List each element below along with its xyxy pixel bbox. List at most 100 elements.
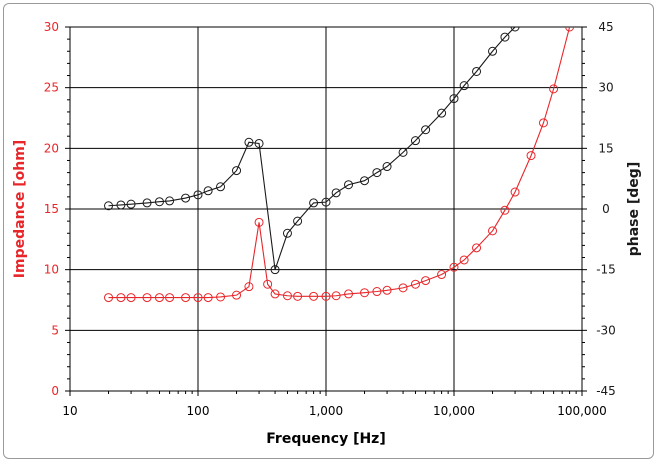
impedance-marker [116,293,126,303]
phase-marker [500,32,510,42]
left-tick-label: 30 [44,20,59,34]
phase-marker [421,125,431,135]
right-tick-label: 30 [598,81,613,95]
chart-frame [3,3,654,459]
axes-layer: 10 100 1,000 10,000 100,000 0 5 10 15 20 25 30 -45 -3… [44,20,616,418]
impedance-marker [459,255,469,265]
phase-marker [488,46,498,56]
impedance-marker [526,151,536,161]
phase-marker [244,137,254,147]
x-tick-label: 10,000 [433,404,475,418]
phase-marker [372,168,382,178]
phase-marker [181,193,191,203]
series-phase [104,27,520,275]
left-tick-label: 15 [44,202,59,216]
phase-marker [410,136,420,146]
x-axis-title: Frequency [Hz] [266,431,385,447]
phase-marker [154,197,164,207]
impedance-marker [449,262,459,272]
impedance-marker [263,279,273,289]
phase-marker [254,138,264,148]
x-tick-label: 10 [62,404,77,418]
right-tick-label: -15 [596,263,616,277]
phase-marker [293,216,303,226]
x-tick-label: 1,000 [309,404,343,418]
phase-marker [142,198,152,208]
impedance-marker [293,291,303,301]
impedance-marker [321,291,331,301]
impedance-marker [410,279,420,289]
phase-marker [116,200,126,210]
right-tick-label: -30 [596,323,616,337]
impedance-marker [126,293,136,303]
left-tick-label: 20 [44,141,59,155]
impedance-marker [270,289,280,299]
impedance-marker [165,293,175,303]
impedance-marker [372,287,382,297]
impedance-marker [282,291,292,301]
right-tick-label: 0 [602,202,610,216]
impedance-marker [382,285,392,295]
phase-marker [472,66,482,76]
phase-marker [193,190,203,200]
phase-marker [203,186,213,196]
impedance-marker [488,226,498,236]
phase-marker [360,176,370,186]
phase-marker [437,108,447,118]
right-axis-title: phase [deg] [626,162,642,256]
impedance-marker [437,270,447,280]
impedance-line [108,27,571,299]
phase-line [108,27,516,270]
impedance-marker [154,293,164,303]
left-tick-label: 0 [51,384,59,398]
phase-marker [309,198,319,208]
phase-marker [459,81,469,91]
impedance-marker [472,243,482,253]
left-tick-label: 25 [44,81,59,95]
impedance-marker [254,217,264,227]
right-tick-label: 45 [598,20,613,34]
left-tick-label: 5 [51,323,59,337]
phase-marker [382,162,392,172]
phase-marker [270,265,280,275]
impedance-marker [510,187,520,197]
series-layer [104,27,575,303]
series-impedance [104,27,575,303]
impedance-marker [500,205,510,215]
phase-marker [165,196,175,206]
phase-marker [282,228,292,238]
impedance-marker [549,84,559,94]
impedance-marker [344,289,354,299]
impedance-marker [104,293,114,303]
phase-marker [321,197,331,207]
phase-marker [232,166,242,176]
x-tick-label: 100 [187,404,210,418]
impedance-marker [331,291,341,301]
phase-marker [344,180,354,190]
phase-marker [126,199,136,209]
impedance-marker [244,282,254,292]
left-tick-label: 10 [44,263,59,277]
impedance-marker [142,293,152,303]
phase-marker [216,182,226,192]
impedance-marker [360,288,370,298]
impedance-marker [216,292,226,302]
impedance-marker [232,290,242,300]
phase-marker [449,94,459,104]
phase-marker [398,147,408,157]
phase-marker [104,201,114,211]
impedance-marker [421,276,431,286]
phase-marker [331,188,341,198]
phase-marker [510,27,520,32]
x-tick-label: 100,000 [557,404,607,418]
impedance-marker [309,291,319,301]
impedance-marker [203,293,213,303]
impedance-marker [398,283,408,293]
right-tick-label: 15 [598,141,613,155]
impedance-marker [565,27,575,32]
grid [70,27,582,391]
right-tick-label: -45 [596,384,616,398]
impedance-marker [193,293,203,303]
impedance-marker [181,293,191,303]
